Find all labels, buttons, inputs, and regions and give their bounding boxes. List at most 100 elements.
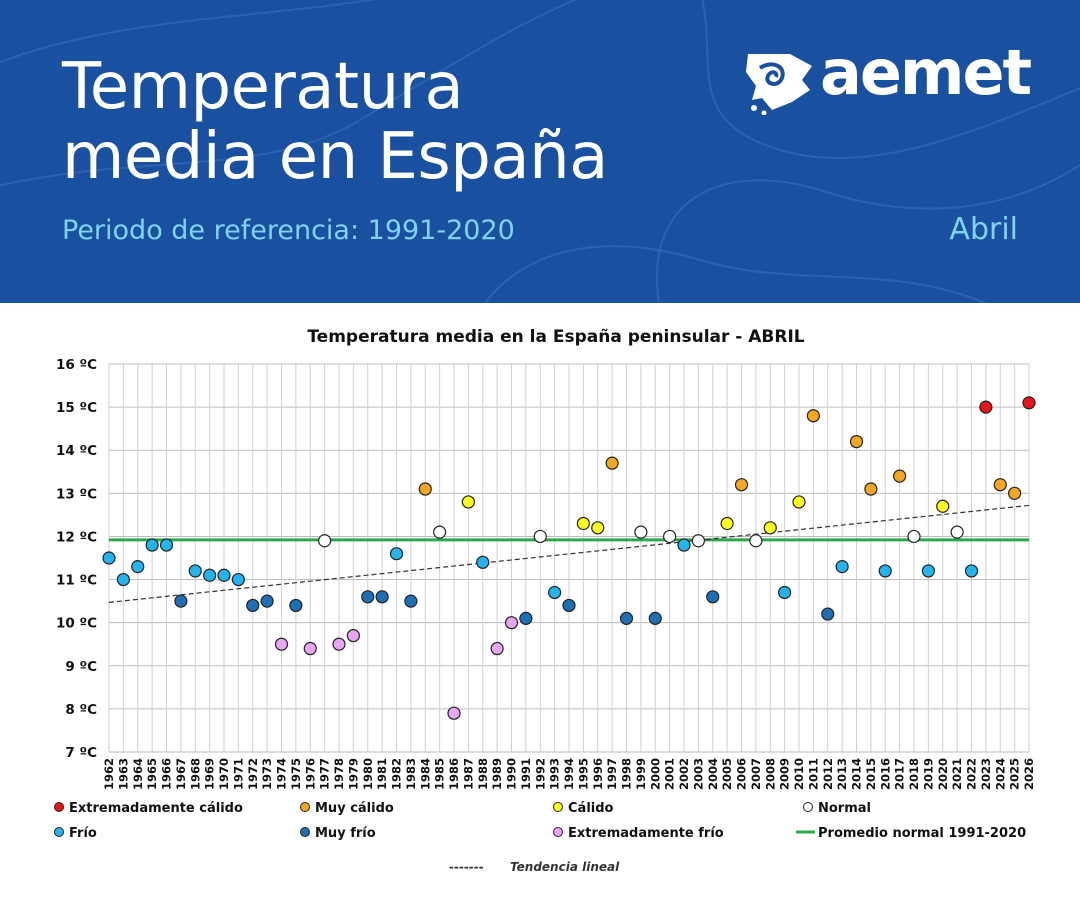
data-point-1968 (188, 564, 202, 578)
data-point-1962 (102, 551, 116, 565)
data-point-1993 (548, 585, 562, 600)
legend-label-muy_calido: Muy cálido (315, 801, 394, 816)
x-tick-label: 1976 (303, 758, 317, 790)
x-tick-label: 1986 (447, 758, 461, 790)
y-axis-ticks: 7 ºC 8 ºC 9 ºC 10 ºC 11 ºC 12 ºC 13 ºC 14 ºC 15 … (56, 357, 97, 761)
data-point-2024 (993, 478, 1007, 492)
x-tick-label: 1965 (145, 758, 159, 790)
data-point-2005 (720, 516, 734, 531)
chart-grid (108, 363, 1030, 753)
trend-line (108, 504, 1030, 604)
title-line-2: media en España (62, 120, 608, 194)
y-tick-label: 12 ºC (56, 529, 97, 545)
x-tick-label: 1975 (289, 758, 303, 790)
aemet-logo-icon (746, 54, 812, 115)
data-point-1990 (504, 616, 519, 630)
x-tick-label: 1982 (390, 758, 404, 790)
y-tick-label: 7 ºC (65, 745, 97, 761)
data-point-1992 (533, 529, 547, 544)
x-tick-label: 1973 (260, 758, 274, 790)
data-point-2021 (950, 525, 964, 539)
x-tick-label: 2011 (806, 758, 820, 790)
data-point-1991 (519, 611, 533, 625)
data-point-1977 (318, 534, 332, 548)
x-tick-label: 1985 (433, 758, 447, 790)
x-tick-label: 1978 (332, 758, 346, 790)
data-point-2013 (835, 560, 849, 574)
trend-legend: ------- Tendencia lineal (449, 860, 620, 874)
data-point-2001 (663, 529, 677, 544)
data-point-2016 (878, 564, 892, 578)
x-tick-label: 1970 (217, 758, 231, 790)
x-tick-label: 2018 (907, 758, 921, 790)
data-point-2004 (706, 590, 720, 604)
legend-label-extremadamente_frio: Extremadamente frío (568, 826, 724, 841)
x-tick-label: 1968 (188, 758, 202, 790)
data-point-2009 (778, 585, 792, 600)
data-point-1995 (576, 516, 590, 531)
legend-label-muy_frio: Muy frío (315, 826, 376, 841)
x-tick-label: 1962 (102, 758, 116, 790)
y-tick-label: 13 ºC (56, 486, 97, 502)
x-tick-label: 2010 (792, 758, 806, 790)
x-tick-label: 2021 (950, 758, 964, 790)
x-tick-label: 1987 (461, 758, 475, 790)
aemet-logo-text: aemet (820, 36, 1032, 109)
x-tick-label: 1994 (562, 758, 576, 790)
y-tick-label: 9 ºC (65, 659, 97, 675)
data-point-1971 (231, 572, 245, 587)
title-line-1: Temperatura (62, 50, 464, 124)
data-point-1981 (375, 590, 389, 604)
x-tick-label: 2026 (1022, 758, 1036, 790)
x-tick-label: 1990 (505, 758, 519, 790)
y-tick-label: 10 ºC (56, 616, 97, 632)
x-tick-label: 2009 (778, 758, 792, 790)
data-point-1965 (145, 538, 159, 552)
data-point-1989 (490, 641, 504, 656)
data-point-2017 (893, 469, 907, 483)
x-tick-label: 1963 (116, 758, 130, 790)
data-point-1999 (634, 525, 648, 539)
x-axis-ticks: 1962 1963 1964 1965 1966 1967 1968 1969 1970 1971… (102, 758, 1036, 790)
data-point-2012 (821, 607, 835, 621)
x-tick-label: 1979 (346, 758, 360, 790)
chart-title: Temperatura media en la España peninsula… (307, 327, 804, 347)
x-tick-label: 2014 (850, 758, 864, 790)
data-point-1970 (217, 568, 231, 582)
data-point-2022 (964, 564, 979, 578)
data-point-1973 (260, 594, 274, 608)
x-tick-label: 2024 (993, 758, 1007, 790)
data-point-2020 (936, 499, 950, 513)
x-tick-label: 2020 (936, 758, 950, 790)
data-point-1963 (116, 572, 130, 587)
x-tick-label: 1966 (160, 758, 174, 790)
data-point-1974 (274, 637, 289, 651)
data-point-1994 (562, 598, 576, 613)
x-tick-label: 1972 (246, 758, 260, 790)
x-tick-label: 1999 (634, 758, 648, 790)
data-point-1998 (619, 611, 634, 625)
data-point-1978 (332, 637, 346, 651)
legend-marker-extremadamente_calido (54, 802, 64, 812)
page-title: Temperatura media en España (62, 52, 608, 192)
x-tick-label: 1989 (490, 758, 504, 790)
legend-marker-muy_frio (300, 827, 310, 837)
data-point-1979 (346, 629, 360, 643)
y-tick-label: 15 ºC (56, 400, 97, 416)
legend-label-normal: Normal (818, 801, 871, 816)
legend-marker-extremadamente_frio (553, 827, 563, 837)
data-point-1980 (361, 590, 375, 604)
data-point-2019 (921, 564, 935, 578)
x-tick-label: 2007 (749, 758, 763, 790)
x-tick-label: 1967 (174, 758, 188, 790)
data-point-1969 (203, 568, 217, 582)
x-tick-label: 1997 (605, 758, 619, 790)
y-tick-label: 8 ºC (65, 702, 97, 718)
legend-marker-normal (803, 802, 813, 812)
data-point-2015 (864, 482, 878, 496)
x-tick-label: 1983 (404, 758, 418, 790)
data-point-2006 (734, 478, 749, 492)
x-tick-label: 2017 (893, 758, 907, 790)
x-tick-label: 1980 (361, 758, 375, 790)
trend-legend-label: Tendencia lineal (510, 860, 620, 874)
